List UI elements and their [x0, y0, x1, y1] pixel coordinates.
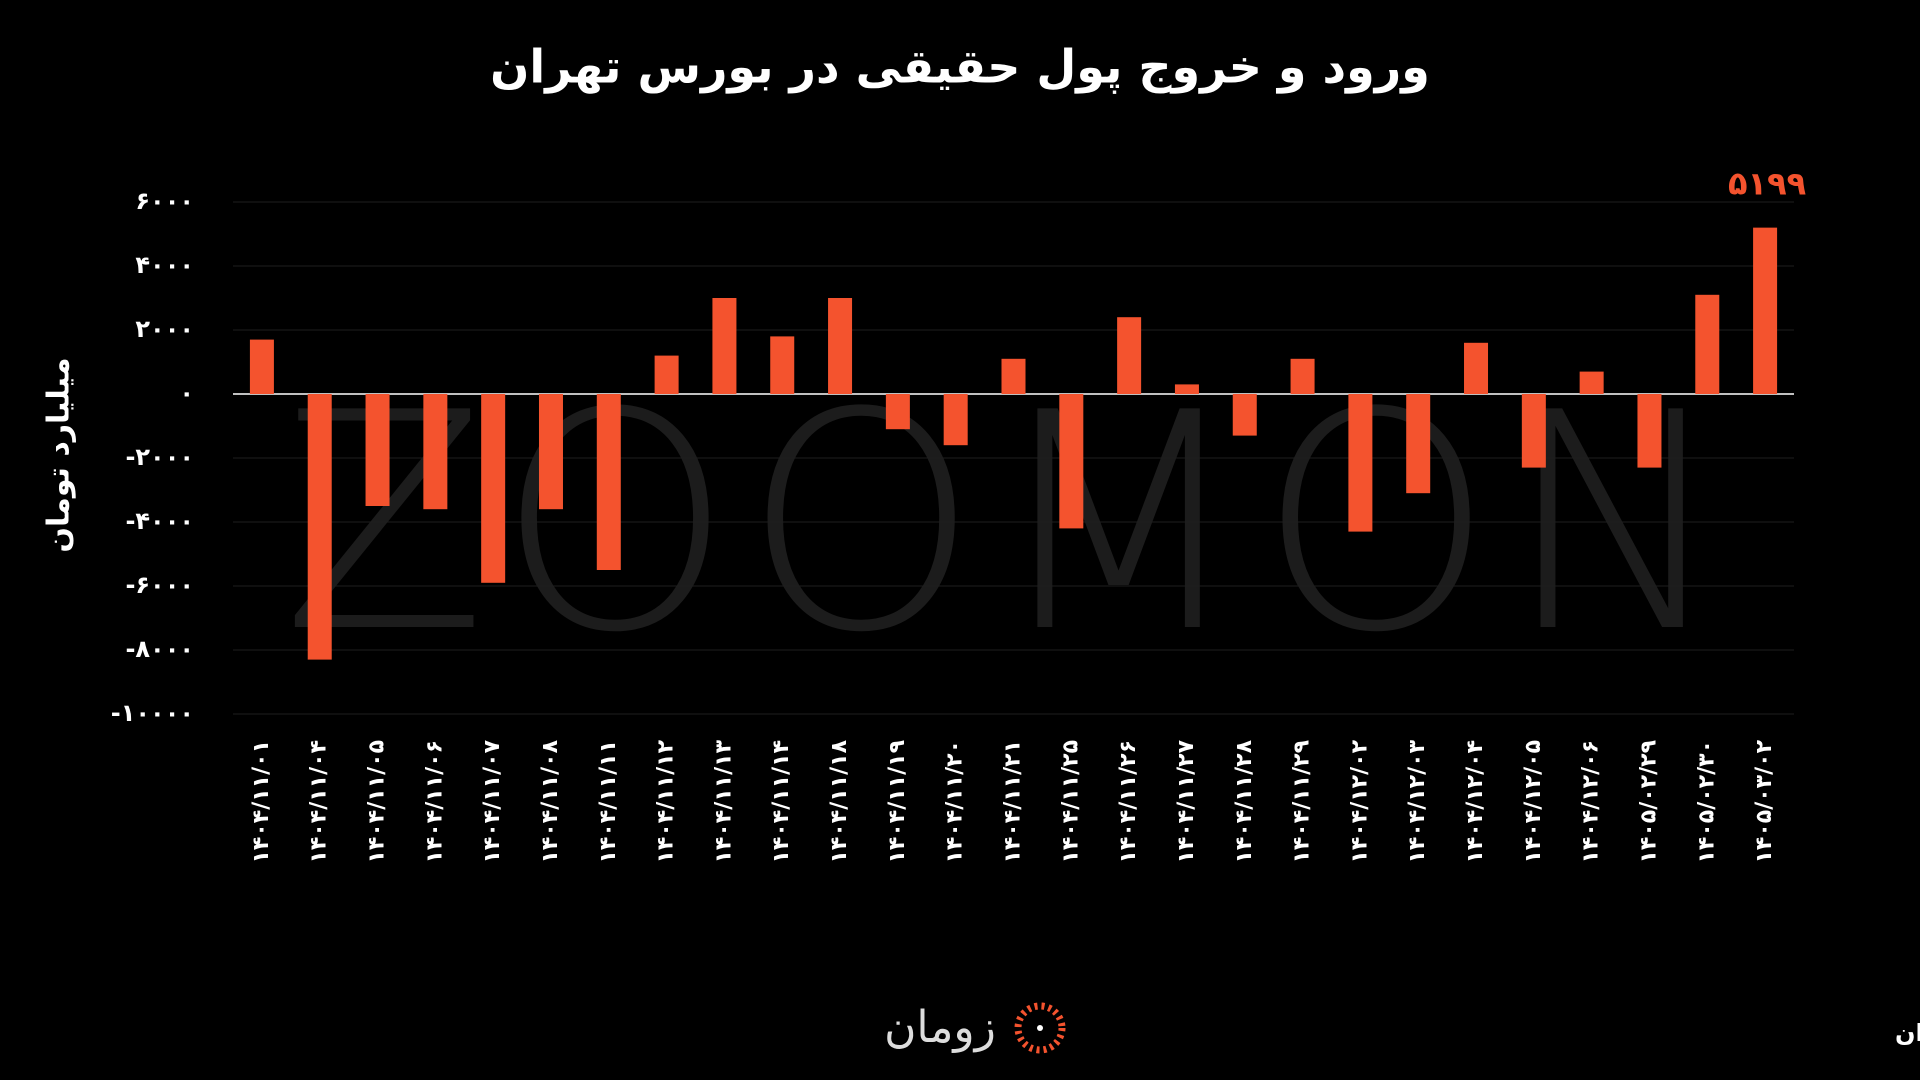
x-tick-label: ۱۴۰۵/۰۲/۲۹: [1636, 740, 1661, 864]
x-tick-label: ۱۴۰۴/۱۱/۱۳: [711, 739, 736, 863]
y-tick-label: ۰: [179, 379, 194, 407]
bar: [1174, 384, 1199, 394]
bar: [1637, 394, 1662, 468]
bar: [1464, 342, 1489, 394]
x-tick-label: ۱۴۰۴/۱۱/۱۱: [596, 740, 621, 864]
bar: [1059, 394, 1084, 529]
y-tick-label: ۶۰۰۰: [135, 187, 194, 215]
x-tick-label: ۱۴۰۴/۱۱/۱۹: [885, 740, 910, 864]
y-tick-label: -۸۰۰۰: [125, 635, 194, 663]
bar: [1753, 227, 1778, 394]
x-tick-label: ۱۴۰۴/۱۲/۰۲: [1347, 739, 1372, 863]
bar: [538, 394, 563, 510]
x-tick-label: ۱۴۰۴/۱۱/۲۸: [1232, 739, 1257, 863]
y-tick-label: ۴۰۰۰: [135, 251, 194, 279]
x-tick-label: ۱۴۰۴/۱۱/۲۵: [1058, 740, 1083, 864]
x-tick-label: ۱۴۰۴/۱۱/۱۸: [827, 739, 852, 863]
logo-dot: [1037, 1025, 1043, 1031]
x-tick-label: ۱۴۰۴/۱۱/۲۹: [1290, 740, 1315, 864]
bar: [654, 355, 679, 394]
y-tick-label: -۶۰۰۰: [125, 571, 194, 599]
bar: [423, 394, 448, 510]
bar: [1290, 358, 1315, 394]
source: منبع: بورس تهران: [1895, 1019, 1920, 1047]
x-tick-label: ۱۴۰۴/۱۲/۰۴: [1463, 740, 1488, 864]
bar: [1579, 371, 1604, 394]
bar: [828, 298, 853, 394]
x-tick-label: ۱۴۰۴/۱۱/۰۴: [307, 740, 332, 864]
bar: [307, 394, 332, 660]
x-tick-label: ۱۴۰۴/۱۱/۱۲: [654, 739, 679, 863]
watermark: ZOOMON: [281, 349, 1738, 698]
brand-logo: [1014, 1002, 1066, 1054]
x-tick-label: ۱۴۰۵/۰۲/۳۰: [1694, 740, 1719, 864]
y-tick-label: -۱۰۰۰۰: [111, 699, 194, 727]
x-tick-label: ۱۴۰۴/۱۲/۰۶: [1579, 740, 1604, 864]
x-tick-label: ۱۴۰۴/۱۲/۰۵: [1521, 740, 1546, 864]
bar: [1232, 394, 1257, 436]
y-tick-label: -۲۰۰۰: [125, 443, 194, 471]
x-tick-label: ۱۴۰۴/۱۱/۱۴: [769, 740, 794, 864]
x-tick-label: ۱۴۰۴/۱۱/۰۷: [480, 739, 505, 863]
bar: [1521, 394, 1546, 468]
chart-title: ورود و خروج پول حقیقی در بورس تهران: [490, 40, 1430, 95]
x-tick-label: ۱۴۰۴/۱۱/۰۱: [249, 740, 274, 864]
y-tick-label: ۲۰۰۰: [135, 315, 194, 343]
bar: [712, 298, 737, 394]
brand-name: زومان: [884, 1002, 996, 1053]
bar: [249, 339, 274, 394]
bar: [885, 394, 910, 430]
bar: [1348, 394, 1373, 532]
y-tick-label: -۴۰۰۰: [125, 507, 194, 535]
bar: [1001, 358, 1026, 394]
x-tick-label: ۱۴۰۴/۱۱/۲۰: [943, 740, 968, 864]
x-tick-label: ۱۴۰۴/۱۱/۰۸: [538, 739, 563, 863]
x-tick-label: ۱۴۰۴/۱۱/۲۷: [1174, 739, 1199, 863]
x-tick-label: ۱۴۰۴/۱۱/۰۶: [422, 740, 447, 864]
bar: [365, 394, 390, 506]
y-axis-title: میلیارد تومان: [42, 357, 77, 552]
x-tick-label: ۱۴۰۴/۱۱/۰۵: [365, 740, 390, 864]
bar: [943, 394, 968, 446]
value-label: ۵۱۹۹: [1728, 165, 1806, 203]
x-tick-label: ۱۴۰۴/۱۱/۲۱: [1001, 740, 1026, 864]
bar: [1695, 294, 1720, 394]
x-tick-label: ۱۴۰۴/۱۱/۲۶: [1116, 740, 1141, 864]
x-tick-label: ۱۴۰۵/۰۳/۰۲: [1752, 739, 1777, 863]
bar: [1406, 394, 1431, 494]
logo-icon: [1014, 1002, 1066, 1054]
bar: [481, 394, 506, 583]
bar: [1117, 317, 1142, 394]
bar: [596, 394, 621, 570]
x-tick-label: ۱۴۰۴/۱۲/۰۳: [1405, 739, 1430, 863]
bar: [770, 336, 795, 394]
